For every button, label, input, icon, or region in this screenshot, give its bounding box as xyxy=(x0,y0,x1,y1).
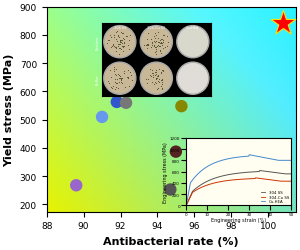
Point xyxy=(253,186,258,190)
Y-axis label: Yield stress (MPa): Yield stress (MPa) xyxy=(4,53,14,166)
Point xyxy=(114,100,119,104)
Point xyxy=(74,184,79,188)
Point xyxy=(266,170,271,174)
Point xyxy=(271,160,276,164)
Point xyxy=(280,22,285,26)
Point xyxy=(173,150,178,154)
Point xyxy=(268,172,272,176)
Point xyxy=(220,192,224,196)
Point xyxy=(124,101,128,105)
Point xyxy=(179,105,184,109)
Point xyxy=(100,116,104,119)
Point xyxy=(168,188,173,192)
X-axis label: Antibacterial rate (%): Antibacterial rate (%) xyxy=(103,236,239,246)
